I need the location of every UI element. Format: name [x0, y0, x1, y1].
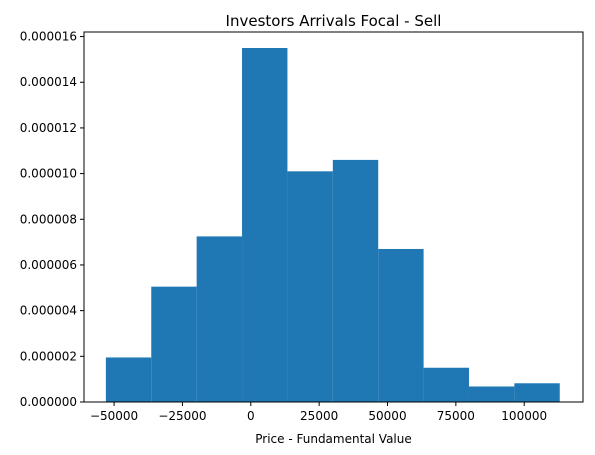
x-tick-label-5: 75000: [437, 409, 475, 423]
y-axis-ticks: 0.000000 0.000002 0.000004 0.000006 0.000008…: [20, 30, 84, 409]
histogram-bar-3: [242, 47, 288, 403]
histogram-bar-7: [423, 367, 469, 402]
plot-frame: [83, 31, 584, 403]
y-tick-label-1: 0.000002: [20, 349, 77, 363]
histogram-bar-9: [514, 383, 560, 402]
y-tick-label-5: 0.000010: [20, 167, 77, 181]
x-tick-label-6: 100000: [501, 409, 547, 423]
chart-title: Investors Arrivals Focal - Sell: [226, 12, 442, 30]
histogram-bar-5: [332, 159, 379, 402]
histogram-bar-8: [468, 386, 515, 402]
x-tick-label-0: −50000: [90, 409, 138, 423]
y-tick-label-2: 0.000004: [20, 304, 77, 318]
x-tick-label-2: 0: [247, 409, 255, 423]
x-axis-ticks: −50000 −25000 0 25000 50000 75000 100000: [90, 402, 547, 423]
y-tick-label-0: 0.000000: [20, 395, 77, 409]
histogram-bar-1: [151, 286, 197, 402]
x-tick-label-3: 25000: [300, 409, 338, 423]
y-tick-label-6: 0.000012: [20, 121, 77, 135]
histogram-bar-2: [196, 236, 243, 402]
histogram-bar-4: [287, 171, 333, 402]
y-tick-label-3: 0.000006: [20, 258, 77, 272]
x-tick-label-4: 50000: [368, 409, 406, 423]
y-tick-label-4: 0.000008: [20, 212, 77, 226]
y-tick-label-8: 0.000016: [20, 30, 77, 44]
y-tick-label-7: 0.000014: [20, 75, 77, 89]
bars-layer: [105, 47, 560, 403]
x-tick-label-1: −25000: [158, 409, 206, 423]
histogram-bar-0: [105, 357, 152, 402]
x-axis-label: Price - Fundamental Value: [255, 432, 412, 446]
histogram-bar-6: [378, 248, 424, 402]
